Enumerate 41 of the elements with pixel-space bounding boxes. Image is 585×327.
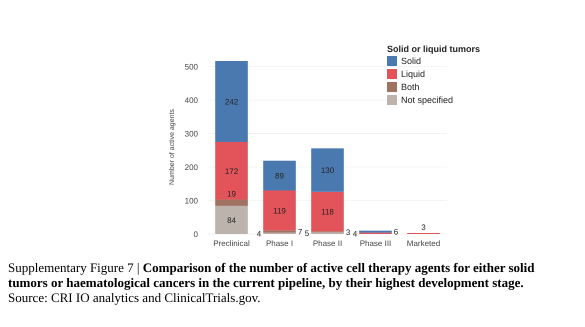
x-tick-label: Marketed <box>406 239 440 248</box>
data-label: 4 <box>352 229 358 238</box>
data-label: 3 <box>421 222 426 232</box>
bar <box>215 61 248 142</box>
bar <box>311 148 344 192</box>
y-tick-label: 500 <box>184 62 199 72</box>
data-label: 119 <box>273 206 286 216</box>
legend-title: Solid or liquid tumors <box>387 44 480 54</box>
legend-label: Liquid <box>401 69 426 79</box>
bar <box>215 206 248 234</box>
data-label: 5 <box>304 229 310 238</box>
data-label: 6 <box>394 228 399 237</box>
legend-label: Not specified <box>401 95 454 105</box>
data-label: 89 <box>275 172 285 181</box>
y-tick-label: 400 <box>184 96 199 106</box>
legend-label: Solid <box>401 56 422 66</box>
x-tick-label: Phase III <box>360 239 392 248</box>
source-note: Source: CRI IO analytics and ClinicalTrials.gov. <box>8 290 262 305</box>
bar <box>311 192 344 232</box>
x-tick-label: Phase I <box>266 239 294 248</box>
text: Supplementary Figure 7 | Comparison of the number of active cell therapy agents for either solid tumors or haematological cancers in the current pipeline, by their highest development stage. <box>8 260 535 290</box>
y-tick-label: 300 <box>184 130 199 139</box>
data-label: 7 <box>298 227 303 236</box>
bar <box>263 190 296 230</box>
bar <box>215 200 248 206</box>
x-tick-label: Preclinical <box>213 239 250 248</box>
legend-label: Both <box>401 82 420 92</box>
y-tick-label: 0 <box>194 230 199 239</box>
y-tick-label: 100 <box>184 196 199 206</box>
data-label: 19 <box>227 190 237 199</box>
bar <box>263 160 296 190</box>
data-label: 242 <box>224 97 239 106</box>
data-label: 4 <box>256 229 262 238</box>
data-label: 118 <box>321 208 334 217</box>
data-label: 84 <box>227 216 237 225</box>
data-label: 3 <box>346 228 351 237</box>
x-tick-label: Phase II <box>312 239 342 248</box>
data-label: 130 <box>320 166 335 176</box>
y-tick-label: 200 <box>184 163 199 172</box>
data-label: 172 <box>224 166 239 176</box>
bar <box>215 142 248 200</box>
